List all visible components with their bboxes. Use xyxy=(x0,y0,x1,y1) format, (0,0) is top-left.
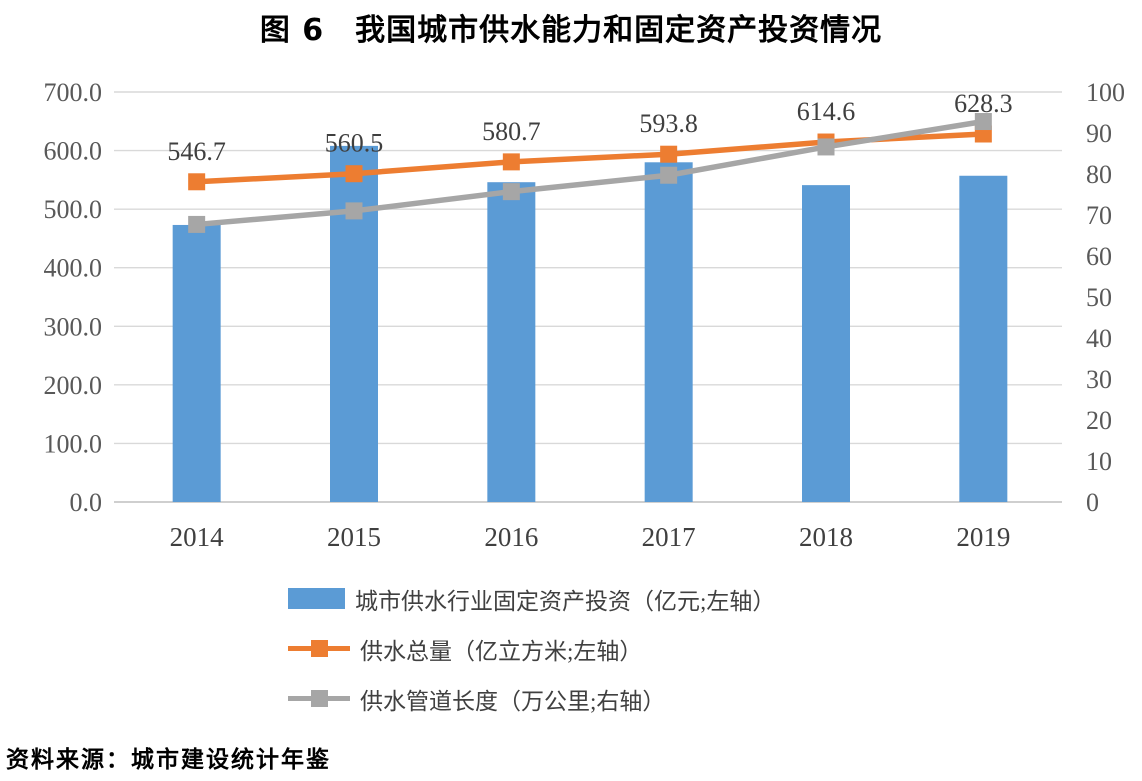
line-marker xyxy=(345,165,363,183)
bar-swatch-icon xyxy=(288,588,345,609)
bar xyxy=(802,185,850,502)
legend-item-water-supply: 供水总量（亿立方米;左轴） xyxy=(288,628,775,669)
left-axis-tick-label: 500.0 xyxy=(44,195,103,224)
line-marker xyxy=(502,183,520,201)
right-axis-tick-label: 50 xyxy=(1086,283,1112,312)
data-label: 560.5 xyxy=(325,129,384,158)
line-marker xyxy=(502,153,520,171)
left-axis-tick-label: 100.0 xyxy=(44,429,103,458)
chart-legend: 城市供水行业固定资产投资（亿元;左轴） 供水总量（亿立方米;左轴） 供水管道长度… xyxy=(288,578,775,719)
right-axis-tick-label: 30 xyxy=(1086,365,1112,394)
left-axis-tick-label: 300.0 xyxy=(44,312,103,341)
line-series xyxy=(196,118,984,228)
data-label: 593.8 xyxy=(639,109,698,138)
right-axis-tick-label: 20 xyxy=(1086,406,1112,435)
x-axis-label: 2019 xyxy=(956,522,1010,552)
line-marker xyxy=(188,173,206,191)
right-axis-tick-label: 90 xyxy=(1086,119,1112,148)
data-label: 546.7 xyxy=(167,137,226,166)
right-axis-tick-label: 80 xyxy=(1086,160,1112,189)
line-marker-swatch-icon xyxy=(288,688,350,709)
legend-label-pipeline: 供水管道长度（万公里;右轴） xyxy=(360,688,666,714)
line-marker xyxy=(188,215,206,233)
bar xyxy=(487,182,536,502)
right-axis-tick-label: 0 xyxy=(1086,488,1099,517)
line-marker xyxy=(660,166,678,184)
right-axis-tick-label: 60 xyxy=(1086,242,1112,271)
line-marker xyxy=(974,113,992,131)
bar xyxy=(330,145,378,502)
line-marker xyxy=(817,138,835,156)
chart-title: 图 6 我国城市供水能力和固定资产投资情况 xyxy=(259,13,883,48)
legend-item-investment: 城市供水行业固定资产投资（亿元;左轴） xyxy=(288,578,775,619)
x-axis-label: 2017 xyxy=(642,522,696,552)
line-marker xyxy=(660,145,678,163)
x-axis-label: 2018 xyxy=(799,522,853,552)
legend-label-investment: 城市供水行业固定资产投资（亿元;左轴） xyxy=(355,588,776,614)
x-axis-label: 2014 xyxy=(170,522,225,552)
x-axis-label: 2016 xyxy=(484,522,538,552)
right-axis-tick-label: 100 xyxy=(1086,78,1125,107)
left-axis-tick-label: 700.0 xyxy=(44,78,103,107)
legend-item-pipeline: 供水管道长度（万公里;右轴） xyxy=(288,678,775,719)
right-axis-tick-label: 70 xyxy=(1086,201,1112,230)
right-axis-tick-label: 40 xyxy=(1086,324,1112,353)
chart-canvas: 0.0 100.0 200.0 300.0 400.0 500.0 600.0 700.0 0 1… xyxy=(44,78,1126,552)
data-label: 614.6 xyxy=(797,97,856,126)
data-label: 580.7 xyxy=(482,117,541,146)
bar xyxy=(644,162,693,503)
legend-label-water-supply: 供水总量（亿立方米;左轴） xyxy=(360,638,643,664)
line-marker xyxy=(345,202,363,220)
bar xyxy=(959,175,1008,502)
left-axis-tick-label: 0.0 xyxy=(70,488,103,517)
left-axis-tick-label: 600.0 xyxy=(44,137,103,166)
right-axis-tick-label: 10 xyxy=(1086,447,1112,476)
left-axis-tick-label: 400.0 xyxy=(44,254,103,283)
left-axis-tick-label: 200.0 xyxy=(44,371,103,400)
x-axis-label: 2015 xyxy=(327,522,381,552)
line-marker-swatch-icon xyxy=(288,638,350,659)
data-source-note: 资料来源：城市建设统计年鉴 xyxy=(6,747,331,772)
bar xyxy=(172,224,221,502)
